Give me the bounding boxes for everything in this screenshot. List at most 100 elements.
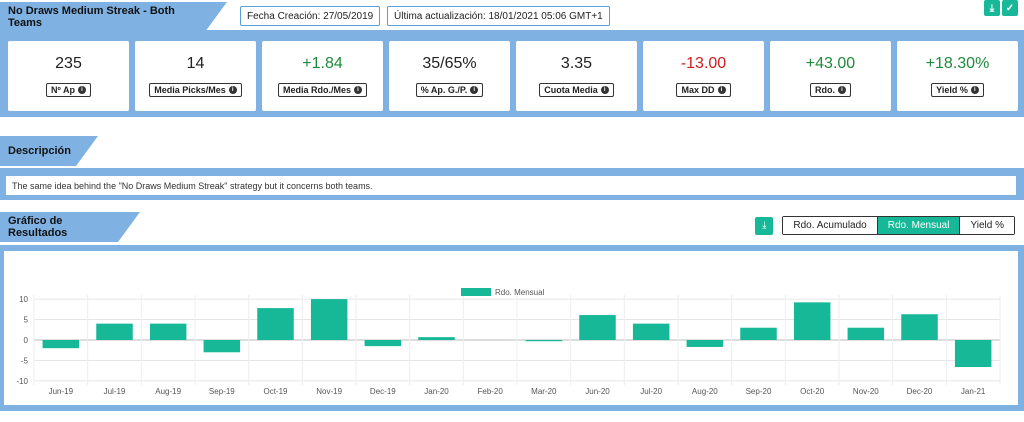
stat-value: 14 — [186, 55, 205, 72]
top-actions: ⤓ ✓ — [984, 0, 1018, 16]
chart-container: 10 5 0 -5 -10 Jun-19 Jul-19 Aug-19 Sep-19 Oct-19 N… — [4, 251, 1018, 405]
legend-label: Rdo. Mensual — [495, 288, 545, 297]
stat-card: 3.35 Cuota Media i — [516, 41, 637, 111]
x-tick-label: Oct-20 — [800, 387, 825, 396]
y-tick-label: 10 — [19, 295, 28, 304]
x-tick-label: Nov-20 — [853, 387, 879, 396]
chart-tab: Gráfico de Resultados — [0, 212, 140, 242]
bar — [525, 340, 563, 342]
x-tick-label: Sep-19 — [209, 387, 235, 396]
y-tick-label: -5 — [21, 356, 29, 365]
bar — [579, 315, 616, 340]
chart-download-icon[interactable]: ⤓ — [755, 216, 774, 235]
info-icon[interactable]: i — [970, 86, 979, 94]
stat-label: Rdo. i — [810, 83, 851, 97]
x-tick-label: Aug-20 — [692, 387, 718, 396]
stat-label: % Ap. G./P. i — [415, 83, 484, 97]
bar — [149, 323, 187, 340]
x-tick-label: Mar-20 — [531, 387, 557, 396]
info-icon[interactable]: i — [717, 86, 726, 94]
check-icon[interactable]: ✓ — [1002, 0, 1018, 16]
description-text: The same idea behind the "No Draws Mediu… — [6, 176, 1016, 195]
stat-card: -13.00 Max DD i — [643, 41, 764, 111]
stat-label: Max DD i — [676, 83, 731, 97]
info-icon[interactable]: i — [470, 86, 479, 94]
chart-toolbar: ⤓ Rdo. Acumulado Rdo. Mensual Yield % — [755, 216, 1015, 235]
strategy-title-tab: No Draws Medium Streak - Both Teams — [0, 2, 227, 32]
x-tick-label: Feb-20 — [477, 387, 503, 396]
stat-label-text: Max DD — [681, 85, 715, 95]
x-tick-label: Aug-19 — [155, 387, 181, 396]
bar — [847, 327, 885, 340]
stat-card: +18.30% Yield % i — [897, 41, 1018, 111]
stat-card: 35/65% % Ap. G./P. i — [389, 41, 510, 111]
chart-mode-button[interactable]: Yield % — [959, 217, 1014, 234]
x-tick-label: Jan-21 — [961, 387, 986, 396]
bar — [310, 299, 348, 340]
stat-card: 14 Media Picks/Mes i — [135, 41, 256, 111]
description-title: Descripción — [0, 136, 98, 166]
info-icon[interactable]: i — [600, 86, 609, 94]
bar — [740, 327, 777, 340]
x-tick-label: Jul-19 — [104, 387, 126, 396]
stat-card: +43.00 Rdo. i — [770, 41, 891, 111]
stat-value: 3.35 — [560, 55, 593, 72]
header-divider — [0, 30, 1024, 35]
stat-value: -13.00 — [680, 55, 727, 72]
bar — [203, 340, 241, 353]
stat-label: Media Picks/Mes i — [149, 83, 242, 97]
stat-value: +18.30% — [925, 55, 990, 72]
stat-label-text: Yield % — [936, 85, 968, 95]
stat-label-text: Cuota Media — [544, 85, 598, 95]
info-icon[interactable]: i — [838, 86, 846, 94]
bar — [632, 323, 670, 340]
x-tick-label: Oct-19 — [263, 387, 288, 396]
stat-label-text: Media Rdo./Mes — [282, 85, 351, 95]
description-tab: Descripción — [0, 136, 98, 166]
x-tick-label: Dec-19 — [370, 387, 396, 396]
bar — [793, 302, 831, 340]
x-tick-label: Nov-19 — [316, 387, 342, 396]
strategy-title: No Draws Medium Streak - Both Teams — [0, 2, 227, 32]
bar — [364, 340, 402, 347]
x-tick-label: Dec-20 — [907, 387, 933, 396]
x-tick-label: Sep-20 — [746, 387, 772, 396]
chart-mode-button[interactable]: Rdo. Acumulado — [783, 217, 877, 234]
bar — [257, 308, 294, 340]
bar — [686, 340, 724, 347]
chart-mode-button[interactable]: Rdo. Mensual — [876, 217, 960, 234]
stat-value: 35/65% — [422, 55, 477, 72]
y-tick-label: 5 — [24, 316, 29, 325]
info-icon[interactable]: i — [354, 86, 362, 94]
stat-label-text: Rdo. — [815, 85, 835, 95]
download-icon[interactable]: ⤓ — [984, 0, 1000, 16]
stat-label-text: Media Picks/Mes — [154, 85, 226, 95]
bar-chart: 10 5 0 -5 -10 Jun-19 Jul-19 Aug-19 Sep-19 Oct-19 N… — [16, 288, 1001, 396]
y-tick-label: -10 — [16, 377, 28, 386]
stat-card: +1.84 Media Rdo./Mes i — [262, 41, 383, 111]
x-tick-label: Jan-20 — [424, 387, 449, 396]
y-tick-label: 0 — [24, 336, 29, 345]
chart-title: Gráfico de Resultados — [0, 212, 140, 242]
x-tick-label: Jun-19 — [49, 387, 74, 396]
legend-swatch — [461, 288, 491, 296]
stat-label-text: % Ap. G./P. — [420, 85, 468, 95]
stat-card: 235 Nº Ap i — [8, 41, 129, 111]
bar — [42, 340, 80, 349]
stat-label: Nº Ap i — [46, 83, 91, 97]
bar — [901, 314, 938, 340]
x-tick-label: Jul-20 — [640, 387, 662, 396]
chart-panel: 10 5 0 -5 -10 Jun-19 Jul-19 Aug-19 Sep-19 Oct-19 N… — [0, 245, 1024, 411]
bar — [954, 340, 992, 367]
stats-panel: 235 Nº Ap i 14 Media Picks/Mes i +1.84 Media Rd… — [0, 35, 1024, 117]
stat-label-text: Nº Ap — [51, 85, 75, 95]
info-icon[interactable]: i — [77, 86, 86, 94]
stat-label: Cuota Media i — [539, 83, 614, 97]
creation-date: Fecha Creación: 27/05/2019 — [240, 6, 381, 26]
stat-value: 235 — [55, 55, 82, 72]
stat-value: +43.00 — [805, 55, 856, 72]
x-tick-label: Jun-20 — [585, 387, 610, 396]
stat-label: Media Rdo./Mes i — [277, 83, 367, 97]
info-icon[interactable]: i — [228, 86, 237, 94]
bar — [96, 323, 133, 340]
